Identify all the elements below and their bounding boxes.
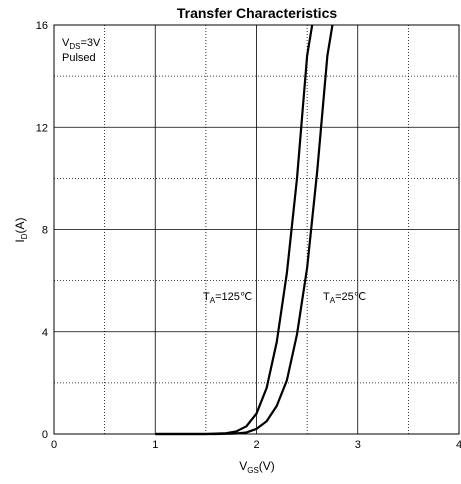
- x-tick-label: 4: [456, 439, 461, 451]
- series-label-ta-125c: TA=125℃: [203, 291, 252, 305]
- axis-labels: VGS(V) ID(A): [13, 217, 275, 475]
- x-tick-label: 0: [51, 439, 57, 451]
- plot-frame: [53, 24, 460, 435]
- y-tick-label: 8: [42, 225, 48, 237]
- y-tick-label: 4: [42, 327, 48, 339]
- series-label-ta-25c: TA=25℃: [323, 291, 366, 305]
- grid: [54, 25, 459, 434]
- y-tick-label: 16: [36, 20, 48, 32]
- y-tick-label: 0: [42, 429, 48, 441]
- vds-condition-label: VDS=3V: [62, 37, 101, 51]
- y-axis-label: ID(A): [13, 217, 29, 242]
- chart-title: Transfer Characteristics: [177, 5, 338, 21]
- x-tick-label: 3: [355, 439, 361, 451]
- series-group: [155, 24, 334, 436]
- y-tick-label: 12: [36, 122, 48, 134]
- x-tick-label: 2: [253, 439, 259, 451]
- series-line-ta-25c: [155, 24, 334, 436]
- pulsed-label: Pulsed: [62, 52, 96, 64]
- x-axis-label: VGS(V): [239, 459, 275, 475]
- x-tick-label: 1: [152, 439, 158, 451]
